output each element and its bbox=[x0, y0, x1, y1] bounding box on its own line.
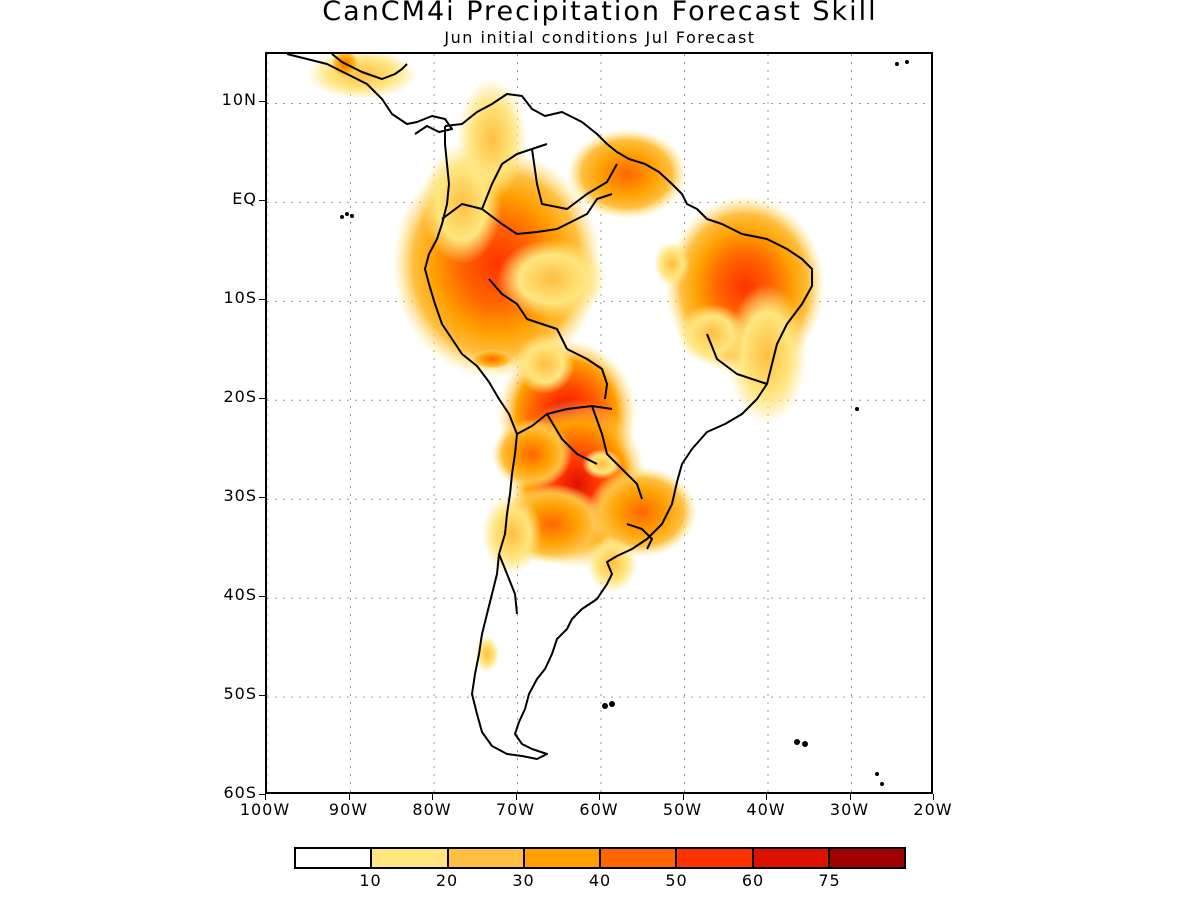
chart-subtitle: Jun initial conditions Jul Forecast bbox=[444, 28, 756, 47]
x-tick bbox=[766, 794, 767, 800]
y-tick-label: 10S bbox=[223, 288, 257, 308]
y-tick-label: 60S bbox=[223, 783, 257, 802]
legend-label: 60 bbox=[741, 871, 765, 890]
y-tick-label: 30S bbox=[223, 486, 257, 506]
x-tick-label: 20W bbox=[913, 800, 953, 819]
color-legend bbox=[294, 847, 906, 869]
legend-swatch bbox=[448, 849, 525, 867]
legend-swatch bbox=[601, 849, 678, 867]
y-tick bbox=[259, 299, 265, 301]
y-tick bbox=[259, 101, 265, 103]
y-tick-label: EQ bbox=[232, 189, 257, 209]
precipitation-skill-map bbox=[267, 54, 931, 792]
x-tick-label: 50W bbox=[662, 800, 703, 819]
x-tick bbox=[933, 794, 934, 800]
y-tick-label: 50S bbox=[223, 684, 257, 704]
coastlines bbox=[286, 54, 813, 760]
legend-label: 75 bbox=[818, 871, 841, 890]
legend-label: 20 bbox=[435, 871, 459, 890]
legend-swatch bbox=[296, 849, 373, 867]
skill-region-uruguay bbox=[587, 467, 697, 557]
legend-swatch bbox=[753, 849, 830, 867]
x-tick-label: 100W bbox=[239, 800, 291, 819]
skill-shading bbox=[307, 54, 825, 672]
legend-label: 40 bbox=[588, 871, 612, 890]
chart-title: CanCM4i Precipitation Forecast Skill bbox=[322, 0, 878, 27]
islands bbox=[340, 60, 909, 786]
x-tick bbox=[515, 794, 517, 800]
x-tick bbox=[348, 794, 350, 800]
x-tick-label: 60W bbox=[579, 800, 619, 819]
y-tick bbox=[259, 596, 265, 598]
map-panel bbox=[265, 52, 933, 794]
x-tick bbox=[599, 794, 600, 800]
legend-label: 30 bbox=[512, 871, 535, 890]
legend-swatch bbox=[524, 849, 601, 867]
skill-region-guiana bbox=[567, 129, 687, 219]
legend-swatch bbox=[372, 849, 449, 867]
y-tick bbox=[259, 200, 265, 202]
x-tick-label: 30W bbox=[829, 800, 870, 819]
x-tick bbox=[265, 794, 266, 800]
x-tick-label: 70W bbox=[495, 800, 536, 819]
x-tick-label: 80W bbox=[412, 800, 452, 819]
x-tick bbox=[682, 794, 684, 800]
legend-label: 10 bbox=[359, 871, 382, 890]
x-tick bbox=[432, 794, 433, 800]
x-tick bbox=[849, 794, 851, 800]
y-tick-label: 20S bbox=[223, 387, 257, 407]
x-tick-label: 90W bbox=[328, 800, 369, 819]
y-tick-label: 40S bbox=[223, 585, 257, 605]
y-tick bbox=[259, 794, 265, 795]
legend-swatch bbox=[829, 849, 904, 867]
x-tick-label: 40W bbox=[746, 800, 786, 819]
y-tick bbox=[259, 695, 265, 697]
legend-label: 50 bbox=[665, 871, 688, 890]
y-tick-label: 10N bbox=[221, 90, 257, 110]
y-tick bbox=[259, 497, 265, 499]
y-tick bbox=[259, 398, 265, 400]
legend-swatch bbox=[677, 849, 754, 867]
